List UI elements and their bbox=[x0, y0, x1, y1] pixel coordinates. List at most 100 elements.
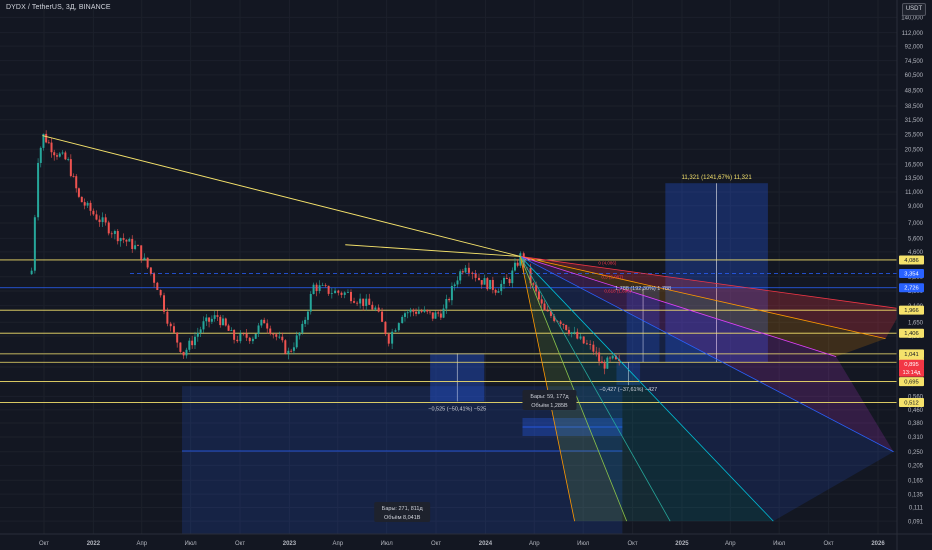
level-price-badge bbox=[899, 398, 924, 408]
candle-body bbox=[565, 325, 568, 330]
fan-zone bbox=[520, 256, 894, 522]
candle-body bbox=[362, 298, 365, 306]
candle-body bbox=[467, 267, 470, 273]
drawings[interactable] bbox=[42, 135, 903, 522]
candle-body bbox=[480, 280, 483, 285]
time-tick-label: 2022 bbox=[87, 541, 101, 547]
candle-body bbox=[208, 317, 211, 322]
candle-body bbox=[337, 290, 340, 293]
candle-body bbox=[412, 309, 415, 312]
price-tick-label: 13,500 bbox=[905, 176, 924, 182]
candle-body bbox=[508, 279, 511, 284]
candle-body bbox=[589, 343, 592, 345]
candle-body bbox=[374, 307, 377, 310]
candle-body bbox=[304, 319, 307, 324]
candle-body bbox=[298, 332, 301, 336]
candle-body bbox=[461, 271, 464, 273]
date-range-volume-label: Объём 8,041B bbox=[384, 515, 421, 521]
candle-body bbox=[55, 155, 58, 157]
candle-body bbox=[489, 279, 492, 290]
price-tick-label: 92,000 bbox=[905, 44, 924, 50]
candle-body bbox=[166, 311, 169, 324]
candle-body bbox=[445, 299, 448, 309]
measure-label: 1,788 (192,30%) 1 788 bbox=[615, 286, 671, 292]
price-tick-label: 0,111 bbox=[909, 506, 924, 512]
candle-body bbox=[39, 147, 42, 163]
currency-button[interactable]: USDT bbox=[902, 3, 926, 16]
candle-body bbox=[110, 233, 113, 235]
candle-body bbox=[301, 323, 304, 333]
level-price-badge-text: 3,354 bbox=[904, 272, 919, 278]
candle-body bbox=[292, 347, 295, 351]
candle-body bbox=[562, 323, 565, 326]
trend-line bbox=[42, 135, 521, 257]
candle-body bbox=[343, 292, 346, 295]
candle-body bbox=[442, 308, 445, 318]
candle-body bbox=[464, 267, 467, 273]
candle-body bbox=[136, 245, 139, 247]
candle-body bbox=[266, 323, 269, 329]
candle-body bbox=[236, 339, 239, 342]
candle-body bbox=[346, 291, 349, 293]
time-tick-label: Окт bbox=[235, 541, 245, 547]
chart-title: DYDX / TetherUS, 3Д, BINANCE bbox=[6, 4, 111, 11]
candle-body bbox=[75, 176, 78, 189]
candle-body bbox=[397, 323, 400, 331]
fan-ray bbox=[520, 256, 894, 453]
candle-body bbox=[260, 319, 263, 326]
candle-body bbox=[37, 162, 40, 218]
candle-body bbox=[245, 333, 248, 338]
last-price-badge-text: 0,895 bbox=[904, 362, 919, 368]
fib-label: 0,618 (1,696) bbox=[604, 288, 631, 293]
candle-body bbox=[47, 142, 50, 144]
candle-body bbox=[494, 289, 497, 293]
fan-ray bbox=[519, 256, 671, 522]
candle-body bbox=[315, 284, 318, 291]
candle-body bbox=[497, 291, 500, 293]
candle-body bbox=[153, 273, 156, 283]
long-position-label: 11,321 (1241,67%) 11,321 bbox=[682, 175, 753, 181]
candle-body bbox=[519, 253, 522, 266]
time-tick-label: 2025 bbox=[675, 541, 689, 547]
candle-body bbox=[353, 301, 356, 303]
candle-body bbox=[415, 311, 418, 314]
candle-body bbox=[456, 280, 459, 285]
candle-body bbox=[567, 329, 570, 334]
candle-body bbox=[371, 304, 374, 310]
candle-body bbox=[295, 335, 298, 348]
candle-body bbox=[83, 202, 86, 206]
candle-body bbox=[340, 292, 343, 295]
last-price-badge-text: 13:14д bbox=[903, 370, 922, 376]
candle-body bbox=[474, 273, 477, 278]
candle-body bbox=[406, 312, 409, 314]
candle-body bbox=[239, 333, 242, 342]
candle-body bbox=[368, 298, 371, 305]
candle-body bbox=[334, 290, 337, 294]
price-tick-label: 0,165 bbox=[908, 478, 924, 484]
candle-body bbox=[579, 336, 582, 339]
candle-body bbox=[263, 319, 266, 324]
candle-body bbox=[233, 329, 236, 340]
price-tick-label: 140,000 bbox=[901, 16, 923, 22]
date-range-info-bg bbox=[374, 502, 431, 522]
candle-body bbox=[213, 315, 216, 319]
candle-body bbox=[179, 342, 182, 352]
candle-body bbox=[290, 350, 293, 352]
candle-body bbox=[140, 245, 143, 260]
candle-body bbox=[216, 315, 219, 317]
level-price-badge-text: 1,966 bbox=[904, 308, 919, 314]
horizontal-levels[interactable] bbox=[0, 259, 897, 403]
time-axis[interactable]: Окт 2022 Апр Июл Окт 2023 Апр Июл Окт 2024 Апр Июл О… bbox=[39, 541, 885, 547]
candle-body bbox=[193, 336, 196, 346]
level-price-badge-text: 1,406 bbox=[904, 331, 919, 337]
date-range-bars-label: Бары: 59, 177д bbox=[530, 394, 569, 400]
candle-body bbox=[429, 311, 432, 313]
candle-body bbox=[113, 231, 116, 234]
candle-body bbox=[603, 363, 606, 369]
candle-body bbox=[423, 309, 426, 312]
drawing-labels: 11,321 (1241,67%) 11,321 −0,525 (−50,41%)… bbox=[374, 175, 752, 522]
candle-body bbox=[543, 303, 546, 311]
time-tick-label: Окт bbox=[431, 541, 441, 547]
candle-body bbox=[248, 337, 251, 342]
